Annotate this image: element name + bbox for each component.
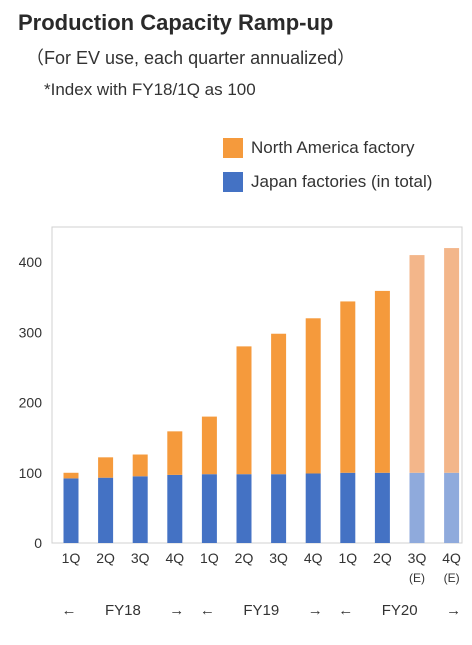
chart-subtitle: （For EV use, each quarter annualized）	[26, 48, 356, 68]
fy-left-arrow: ←	[338, 602, 353, 619]
bar-north-america	[98, 457, 114, 478]
x-tick-label: 1Q	[200, 550, 219, 566]
x-tick-label: 1Q	[62, 550, 81, 566]
bar-north-america	[444, 248, 460, 473]
bar-north-america	[305, 318, 321, 474]
bar-north-america	[409, 255, 425, 473]
y-tick-label: 400	[19, 254, 43, 270]
bar-north-america	[340, 301, 356, 473]
legend-label-north-america: North America factory	[251, 138, 415, 157]
x-tick-label: 3Q	[269, 550, 288, 566]
bar-japan	[167, 474, 183, 543]
legend-swatch-north-america	[223, 138, 243, 158]
x-tick-label: 2Q	[96, 550, 115, 566]
x-tick-label: 2Q	[235, 550, 254, 566]
x-tick-label: 1Q	[338, 550, 357, 566]
bar-japan	[374, 472, 390, 543]
y-tick-label: 100	[19, 465, 43, 481]
fy-right-arrow: →	[169, 602, 184, 619]
fy-left-arrow: ←	[200, 602, 215, 619]
legend-swatch-japan	[223, 172, 243, 192]
bar-japan	[305, 473, 321, 543]
x-tick-sublabel: (E)	[444, 571, 460, 585]
plot-frame	[51, 226, 463, 544]
fy-label: FY20	[382, 602, 418, 619]
bar-north-america	[236, 346, 252, 475]
fy-right-arrow: →	[446, 602, 461, 619]
bar-japan	[340, 472, 356, 543]
x-tick-label: 4Q	[442, 550, 461, 566]
bar-japan	[98, 477, 114, 543]
bar-north-america	[132, 454, 148, 477]
bar-north-america	[167, 431, 183, 475]
x-tick-label: 3Q	[131, 550, 150, 566]
x-tick-sublabel: (E)	[409, 571, 425, 585]
x-tick-label: 3Q	[408, 550, 427, 566]
bar-north-america	[63, 472, 79, 479]
bar-japan	[409, 472, 425, 543]
bar-japan	[201, 474, 217, 543]
y-tick-label: 300	[19, 324, 43, 340]
legend-japan: Japan factories (in total)	[223, 172, 432, 192]
x-tick-label: 4Q	[165, 550, 184, 566]
fy-label: FY19	[243, 602, 279, 619]
y-tick-label: 200	[19, 395, 43, 411]
bar-north-america	[271, 333, 287, 475]
legend-label-japan: Japan factories (in total)	[251, 172, 433, 191]
bar-north-america	[201, 416, 217, 475]
bar-japan	[236, 474, 252, 543]
bar-japan	[63, 478, 79, 543]
fy-right-arrow: →	[308, 602, 323, 619]
x-tick-label: 2Q	[373, 550, 392, 566]
bar-japan	[444, 472, 460, 543]
bar-japan	[271, 474, 287, 543]
legend-north-america: North America factory	[223, 138, 414, 158]
y-tick-label: 0	[34, 535, 42, 551]
index-note: *Index with FY18/1Q as 100	[44, 80, 256, 99]
bar-japan	[132, 476, 148, 543]
fy-left-arrow: ←	[62, 602, 77, 619]
fy-label: FY18	[105, 602, 141, 619]
chart-title: Production Capacity Ramp-up	[18, 10, 334, 35]
x-tick-label: 4Q	[304, 550, 323, 566]
bar-north-america	[374, 290, 390, 473]
